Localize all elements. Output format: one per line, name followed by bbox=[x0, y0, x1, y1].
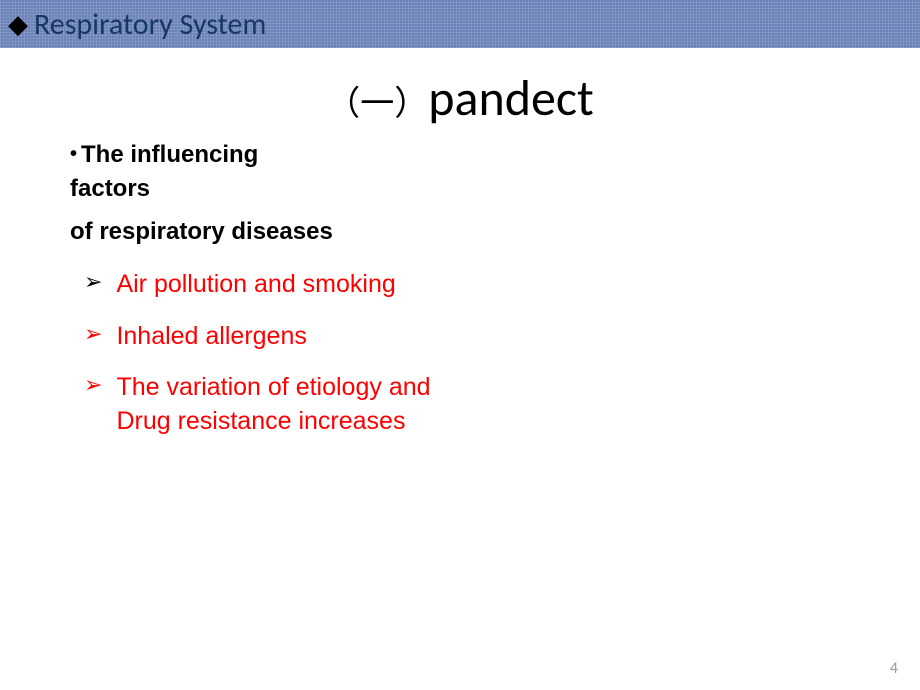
diamond-bullet-icon: ◆ bbox=[8, 11, 28, 37]
subheading-line1: •The influencing bbox=[70, 139, 450, 171]
page-number: 4 bbox=[890, 659, 898, 678]
subheading-line2: of respiratory diseases bbox=[70, 218, 450, 246]
list-item-text: Inhaled allergens bbox=[116, 320, 306, 354]
list-item-text: The variation of etiology and Drug resis… bbox=[116, 371, 450, 439]
arrow-bullet-icon: ➢ bbox=[84, 268, 102, 297]
list-item: ➢ Inhaled allergens bbox=[70, 320, 450, 354]
header-bar: ◆ Respiratory System bbox=[0, 0, 920, 48]
subheading-text-1b: factors bbox=[70, 175, 150, 202]
bullet-dot-icon: • bbox=[70, 143, 77, 165]
arrow-bullet-icon: ➢ bbox=[84, 320, 102, 349]
slide-title-latin: pandect bbox=[428, 68, 594, 129]
subheading-text-1a: The influencing bbox=[81, 141, 258, 168]
content-area: •The influencing factors of respiratory … bbox=[0, 129, 520, 439]
slide-title-cjk: （一） bbox=[326, 86, 428, 123]
header-title: Respiratory System bbox=[34, 6, 266, 43]
list-item-text: Air pollution and smoking bbox=[116, 268, 395, 302]
slide-title: （一）pandect bbox=[0, 68, 920, 129]
list-item: ➢ Air pollution and smoking bbox=[70, 268, 450, 302]
subheading-line1b: factors bbox=[70, 173, 450, 205]
arrow-bullet-icon: ➢ bbox=[84, 371, 102, 400]
list-item: ➢ The variation of etiology and Drug res… bbox=[70, 371, 450, 439]
